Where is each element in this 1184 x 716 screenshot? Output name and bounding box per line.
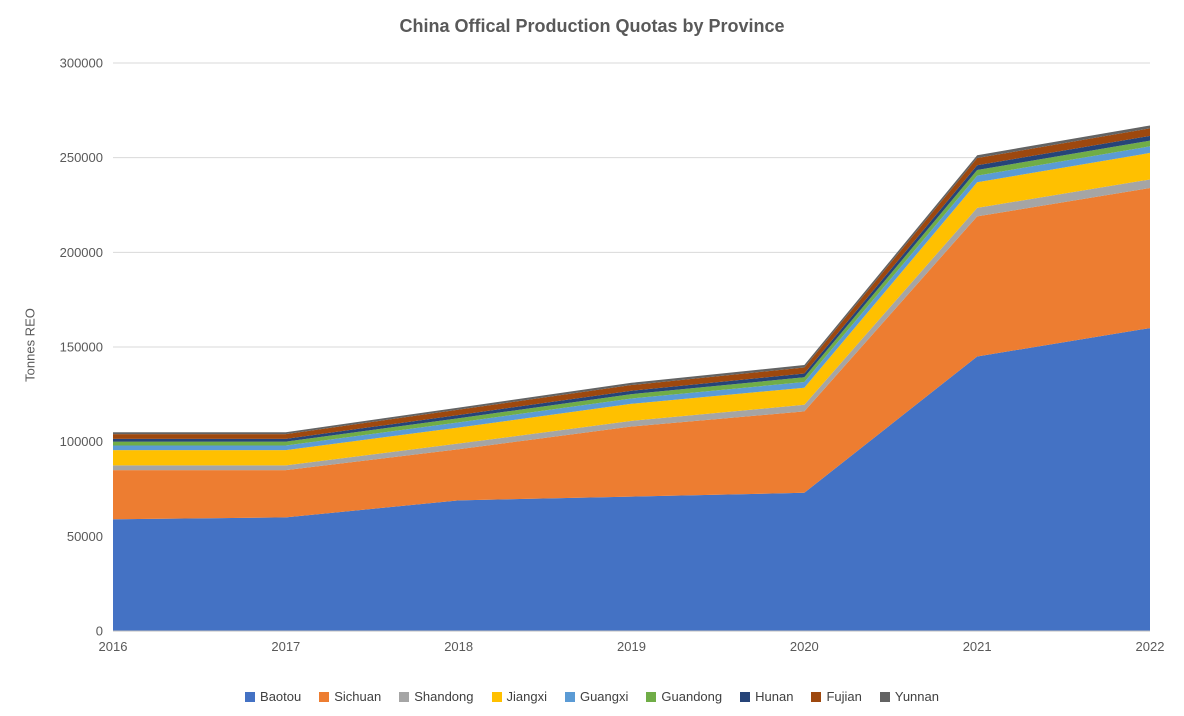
legend-label-yunnan: Yunnan [894,689,939,704]
area-series-baotou [113,328,1150,631]
x-tick-label: 2019 [617,639,646,654]
y-tick-label: 250000 [60,150,103,165]
y-tick-label: 200000 [60,245,103,260]
legend: Baotou Sichuan Shandong Jiangxi Guangxi Guand… [0,689,1184,704]
legend-label-guangxi: Guangxi [579,689,629,704]
x-tick-label: 2018 [444,639,473,654]
legend-swatch-jiangxi [491,691,502,702]
y-tick-label: 300000 [60,56,103,71]
legend-item-guangxi: Guangxi [564,689,629,704]
legend-label-fujian: Fujian [826,689,862,704]
chart-title: China Offical Production Quotas by Provi… [399,16,785,36]
legend-item-fujian: Fujian [811,689,862,704]
legend-item-hunan: Hunan [740,689,793,704]
legend-item-guandong: Guandong [646,689,722,704]
y-tick-label: 150000 [60,340,103,355]
legend-label-hunan: Hunan [755,689,794,704]
x-tick-label: 2016 [99,639,128,654]
y-tick-label: 0 [96,624,103,639]
legend-item-shandong: Shandong [399,689,474,704]
legend-item-yunnan: Yunnan [879,689,939,704]
y-axis-title: Tonnes REO [22,308,38,382]
legend-swatch-yunnan [879,691,890,702]
legend-swatch-fujian [811,691,822,702]
legend-label-sichuan: Sichuan [334,689,382,704]
x-tick-label: 2017 [271,639,300,654]
legend-swatch-baotou [245,691,256,702]
legend-label-guandong: Guandong [661,689,723,704]
legend-item-jiangxi: Jiangxi [491,689,547,704]
legend-label-shandong: Shandong [414,689,474,704]
legend-label-baotou: Baotou [260,689,302,704]
legend-swatch-guangxi [564,691,575,702]
legend-swatch-guandong [646,691,657,702]
area-series-jiangxi [113,152,1150,466]
legend-item-sichuan: Sichuan [319,689,381,704]
x-tick-label: 2022 [1136,639,1165,654]
legend-swatch-hunan [740,691,751,702]
legend-swatch-sichuan [319,691,330,702]
legend-swatch-shandong [399,691,410,702]
plot-area: 0 50000 100000 150000 200000 250000 300000 2016… [60,56,1165,655]
x-tick-label: 2021 [963,639,992,654]
legend-item-baotou: Baotou [245,689,301,704]
y-tick-label: 50000 [67,529,103,544]
y-tick-label: 100000 [60,434,103,449]
area-series-sichuan [113,187,1150,520]
x-tick-label: 2020 [790,639,819,654]
legend-label-jiangxi: Jiangxi [506,689,547,704]
